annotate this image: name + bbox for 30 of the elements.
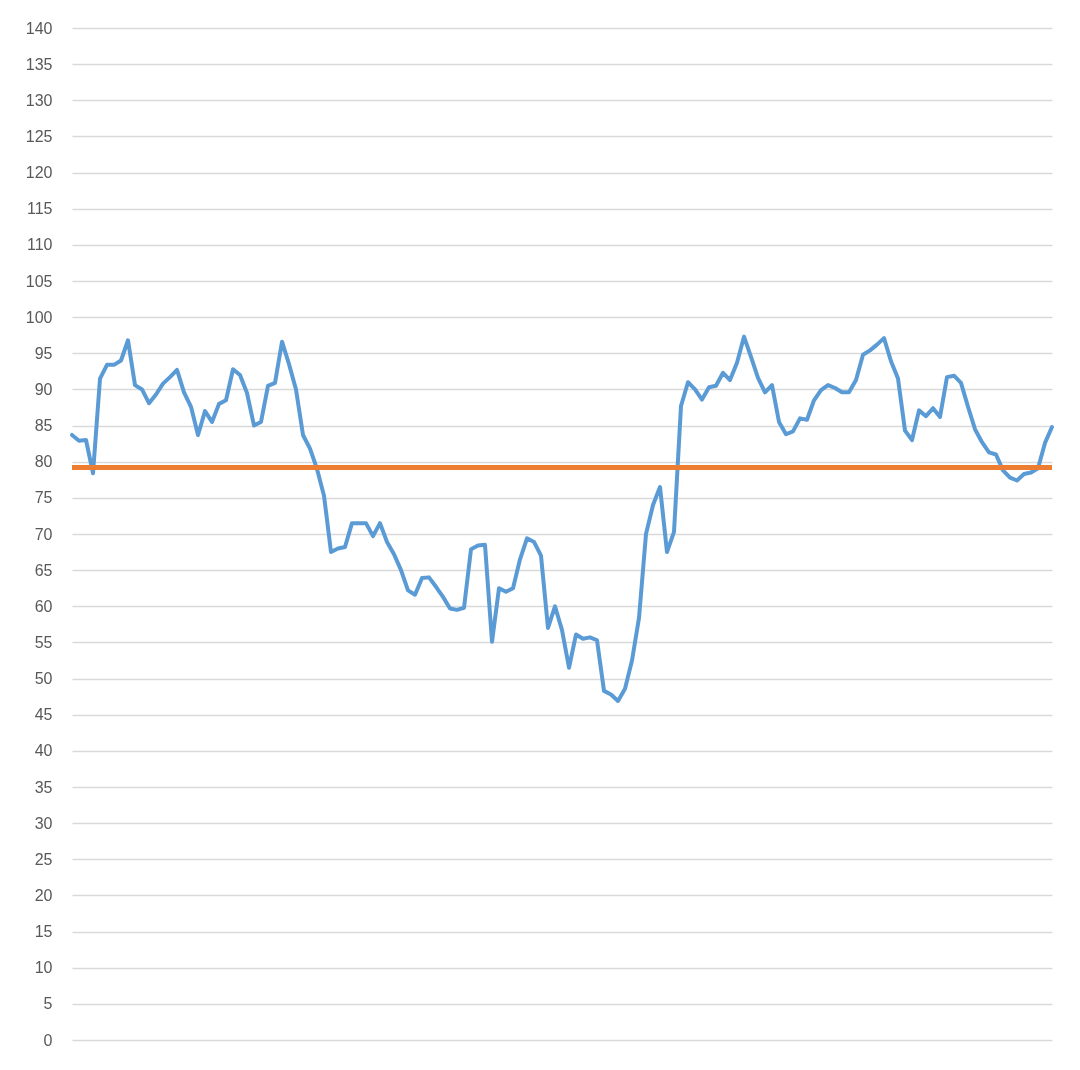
y-tick-label: 120 xyxy=(25,164,53,182)
y-tick-label: 115 xyxy=(26,200,53,218)
y-tick-label: 0 xyxy=(43,1031,53,1049)
y-tick-label: 15 xyxy=(34,923,53,941)
line-series xyxy=(70,334,1054,703)
y-tick-label: 70 xyxy=(34,525,53,543)
y-tick-label: 80 xyxy=(34,453,53,471)
y-tick-label: 105 xyxy=(25,272,53,290)
y-tick-label: 30 xyxy=(34,814,53,832)
y-tick-label: 5 xyxy=(43,995,53,1013)
y-tick-label: 60 xyxy=(34,597,53,615)
y-tick-label: 125 xyxy=(25,127,53,145)
y-tick-label: 100 xyxy=(25,308,53,326)
y-tick-label: 65 xyxy=(34,561,53,579)
y-tick-label: 140 xyxy=(25,19,53,37)
y-tick-label: 135 xyxy=(25,55,53,73)
y-tick-label: 55 xyxy=(34,633,53,651)
y-tick-label: 85 xyxy=(34,417,53,435)
y-tick-label: 40 xyxy=(34,742,53,760)
y-tick-label: 95 xyxy=(34,344,53,362)
y-tick-label: 45 xyxy=(34,706,53,724)
y-tick-label: 35 xyxy=(34,778,53,796)
y-tick-label: 10 xyxy=(34,959,53,977)
y-tick-label: 110 xyxy=(26,236,53,254)
y-tick-label: 25 xyxy=(34,850,53,868)
y-tick-label: 75 xyxy=(34,489,53,507)
y-tick-label: 20 xyxy=(34,886,53,904)
y-tick-label: 90 xyxy=(34,380,53,398)
y-tick-label: 130 xyxy=(25,91,53,109)
y-tick-label: 50 xyxy=(34,670,53,688)
